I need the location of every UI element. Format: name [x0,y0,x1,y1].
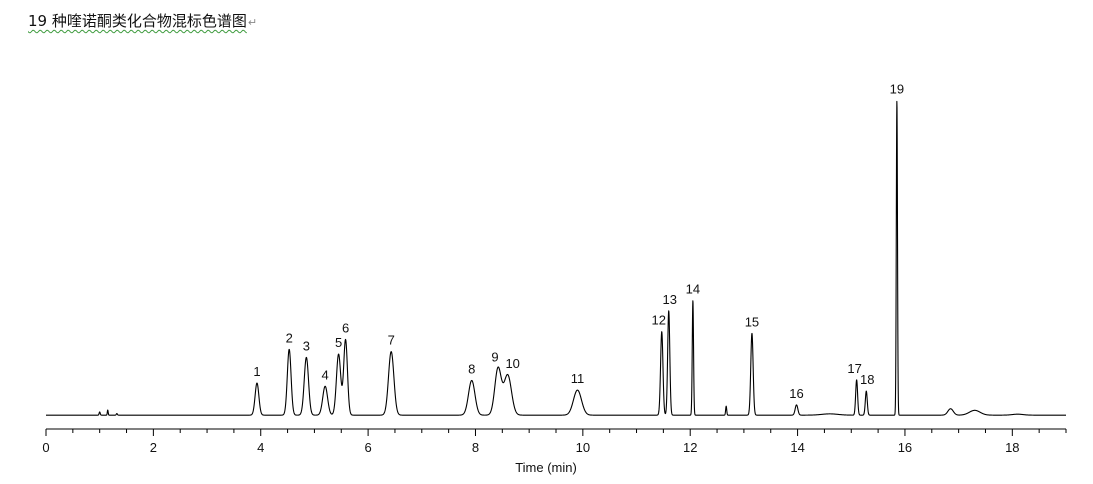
x-tick-label: 18 [1005,440,1019,455]
peak-label-11: 11 [571,371,585,386]
x-axis: 0 2 4 6 8 10 12 14 16 18 [42,428,1067,455]
peak-label-5: 5 [335,335,342,350]
x-tick-label: 12 [683,440,697,455]
peak-label-4: 4 [322,367,329,382]
peak-label-1: 1 [253,364,260,379]
x-tick-label: 16 [898,440,912,455]
peak-label-2: 2 [286,330,293,345]
peak-label-13: 13 [663,292,677,307]
x-tick-label: 4 [257,440,264,455]
peak-label-10: 10 [505,356,519,371]
peak-label-3: 3 [303,338,310,353]
peak-label-9: 9 [491,350,498,365]
peak-label-7: 7 [388,333,395,348]
document-title: 19 种喹诺酮类化合物混标色谱图↵ [28,10,257,31]
peak-label-14: 14 [686,282,700,297]
peak-label-19: 19 [890,82,904,97]
peak-label-15: 15 [745,314,759,329]
peak-label-17: 17 [847,361,861,376]
x-axis-label: Time (min) [515,460,577,475]
peak-label-12: 12 [652,313,666,328]
x-tick-label: 6 [364,440,371,455]
x-tick-label: 14 [790,440,804,455]
x-tick-label: 0 [42,440,49,455]
x-tick-label: 10 [576,440,590,455]
peak-label-16: 16 [789,386,803,401]
x-tick-label: 2 [150,440,157,455]
peak-label-8: 8 [468,361,475,376]
peak-label-6: 6 [342,321,349,336]
chromatogram-trace [45,100,1067,416]
peak-label-18: 18 [860,372,874,387]
paragraph-mark-icon: ↵ [247,16,258,29]
title-text: 19 种喹诺酮类化合物混标色谱图 [28,12,247,30]
x-tick-label: 8 [472,440,479,455]
